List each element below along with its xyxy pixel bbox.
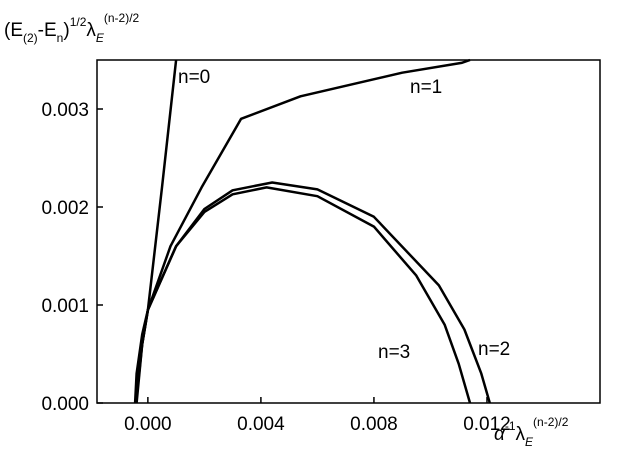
label-part: 1/2 <box>70 15 87 29</box>
curve <box>135 181 492 404</box>
y-tick-label: 0.003 <box>41 100 89 121</box>
series-label: n=3 <box>378 342 410 363</box>
curve <box>133 58 471 404</box>
label-part: -E <box>38 20 57 41</box>
label-part: E <box>525 435 534 449</box>
x-tick-label: 0.008 <box>350 414 398 435</box>
y-tick-label: 0.001 <box>41 296 89 317</box>
x-tick-label: 0.004 <box>237 414 285 435</box>
label-part: (E <box>4 20 23 41</box>
label-part: (n-2)/2 <box>533 415 569 429</box>
label-part: (n-2)/2 <box>104 11 140 25</box>
label-part: -1 <box>505 419 516 433</box>
plot-frame <box>96 59 601 404</box>
y-tick-label: 0.002 <box>41 198 89 219</box>
label-part: (2) <box>23 31 38 45</box>
curve <box>134 186 472 404</box>
label-part: λ <box>86 20 96 41</box>
series-label: n=2 <box>478 339 510 360</box>
label-part: n <box>57 31 64 45</box>
x-tick-label: 0.000 <box>124 414 172 435</box>
series-label: n=0 <box>178 67 210 88</box>
y-axis-label: (E(2)-En)1/2λE (n-2)/2 <box>4 11 140 45</box>
x-axis-label: α-1λE (n-2)/2 <box>494 415 569 449</box>
label-part: α <box>494 424 506 445</box>
y-tick-label: 0.000 <box>41 394 89 415</box>
series-label: n=1 <box>410 77 442 98</box>
label-part: ) <box>63 20 69 41</box>
label-part: E <box>96 31 105 45</box>
label-part: λ <box>516 424 526 445</box>
x-tick-label: 0.012 <box>463 414 511 435</box>
